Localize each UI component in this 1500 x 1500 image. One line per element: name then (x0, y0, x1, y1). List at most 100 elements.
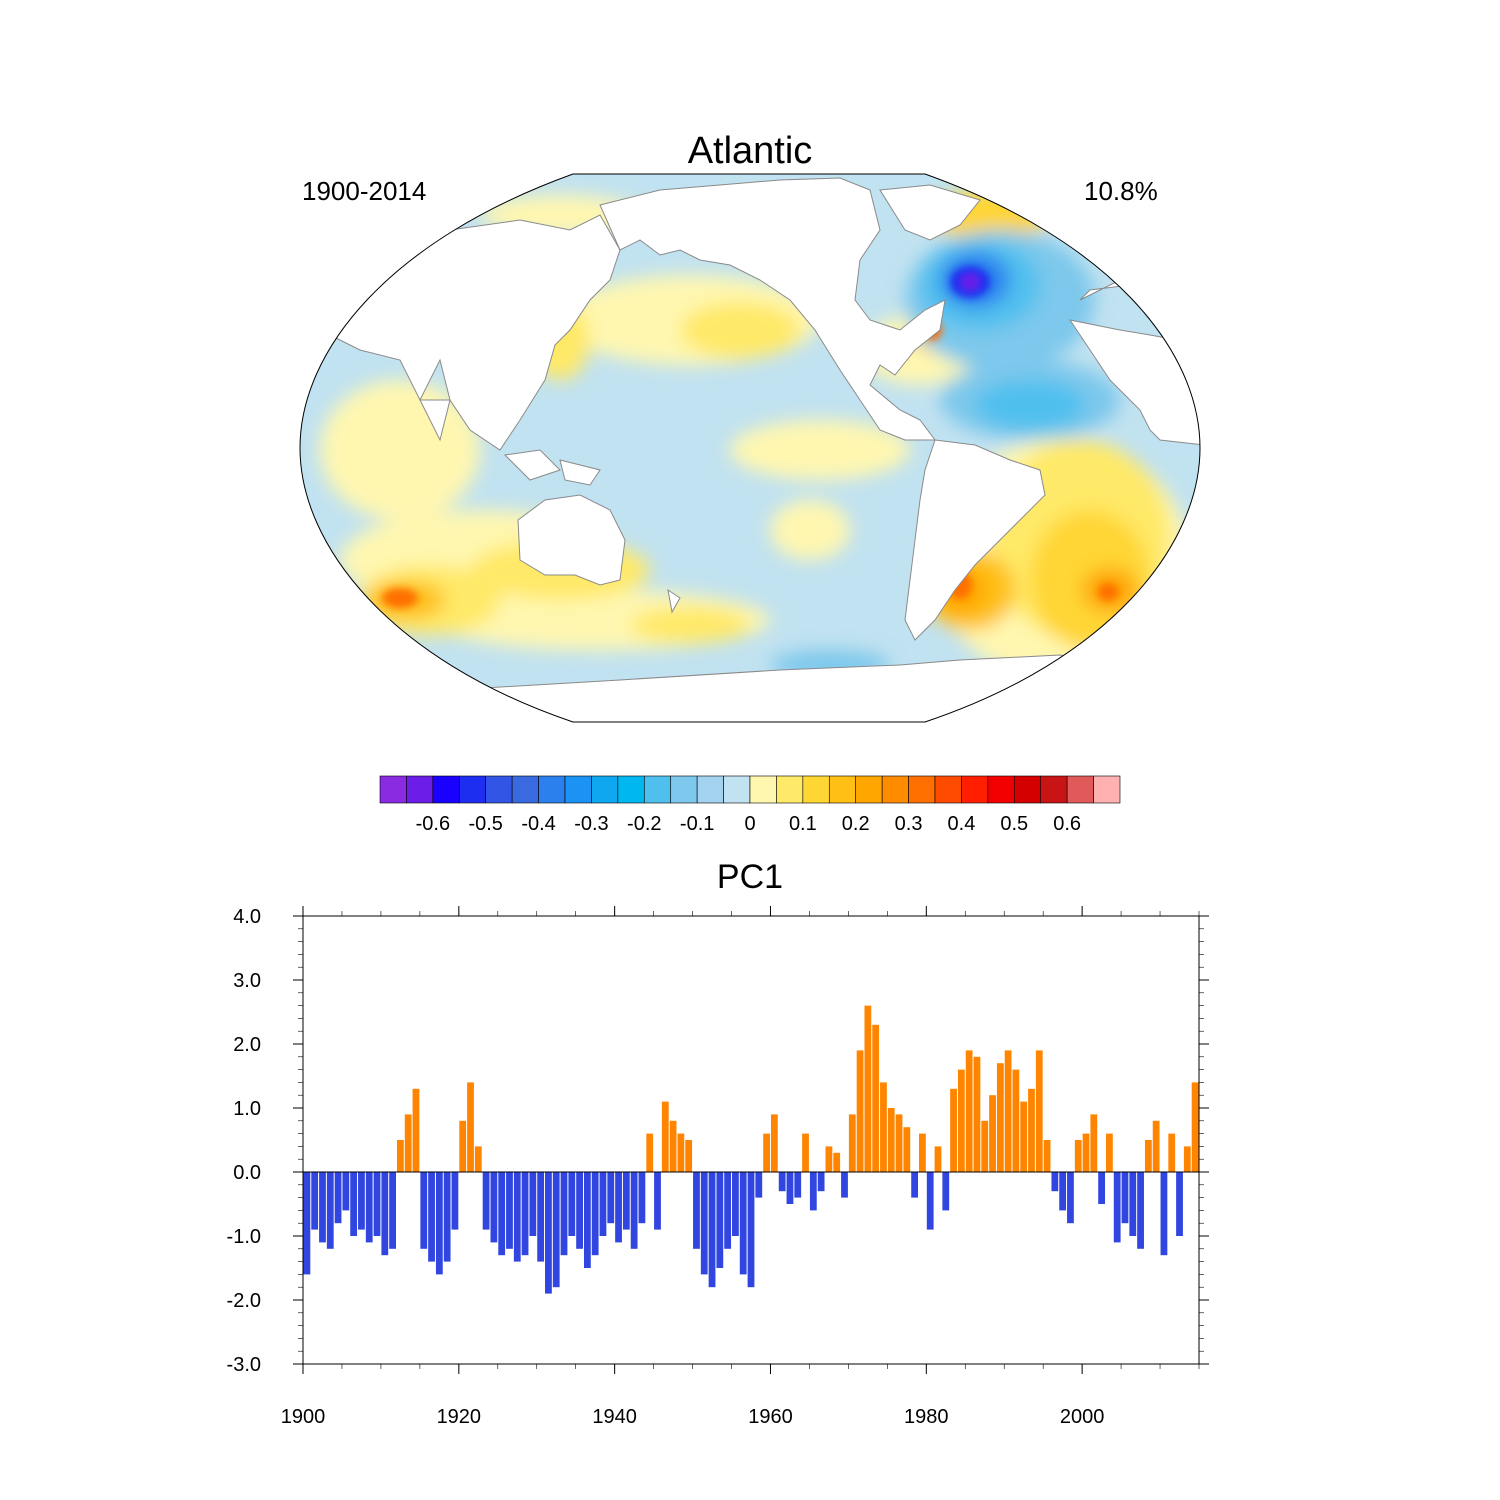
pc1-bar (919, 1133, 926, 1172)
pc1-bar (848, 1114, 856, 1172)
pc1-bar (778, 1172, 786, 1192)
pc1-bar (1183, 1146, 1191, 1172)
colorbar-box (432, 775, 460, 804)
pc1-bar (482, 1172, 490, 1230)
pc1-bar (1082, 1133, 1090, 1172)
pc1-bar (607, 1172, 615, 1224)
colorbar-box (1040, 775, 1068, 804)
pc1-bar (755, 1172, 763, 1198)
pc1-bar (724, 1172, 732, 1249)
colorbar-box (802, 775, 830, 804)
pc1-bar (911, 1172, 919, 1198)
pc1-bar (474, 1146, 482, 1172)
pc1-bar (989, 1095, 996, 1172)
period-label: 1900-2014 (302, 176, 427, 206)
pc1-bar (435, 1172, 443, 1275)
colorbar-box (1093, 775, 1121, 804)
pc1-bar (506, 1172, 513, 1249)
colorbar-box (696, 775, 724, 804)
colorbar-box (485, 775, 513, 804)
pc1-bar (747, 1172, 755, 1288)
pc1-bar (1035, 1050, 1043, 1172)
map-title: Atlantic (687, 130, 813, 172)
x-tick-label: 1960 (748, 1406, 793, 1428)
colorbar-box (934, 775, 962, 804)
pc1-bar (1106, 1133, 1113, 1172)
pc1-bar (825, 1146, 833, 1172)
pc1-bar (716, 1172, 724, 1268)
colorbar-box (881, 775, 909, 804)
colorbar-box (643, 775, 672, 804)
colorbar-box (591, 775, 619, 804)
pc1-bar (498, 1172, 506, 1256)
colorbar-label: -0.6 (416, 813, 450, 835)
pc1-bar (802, 1133, 809, 1172)
colorbar-label: -0.5 (468, 813, 502, 835)
pc1-bar (381, 1172, 389, 1256)
pc1-bar (739, 1172, 747, 1275)
pc1-bar (1012, 1069, 1020, 1172)
pc1-bar (576, 1172, 583, 1249)
pc1-bar (638, 1172, 646, 1224)
pc1-bar (1176, 1172, 1183, 1236)
pc1-bar (864, 1005, 872, 1172)
pc1-bar (763, 1133, 770, 1172)
pc1-bar (1168, 1133, 1176, 1172)
y-tick-label: 0.0 (233, 1162, 261, 1184)
pc1-bar (303, 1172, 311, 1275)
pc1-bar (583, 1172, 591, 1268)
pc1-bar (389, 1172, 396, 1249)
pc1-bar (521, 1172, 529, 1256)
y-tick-label: -3.0 (227, 1354, 261, 1376)
pc1-bar (615, 1172, 622, 1243)
colorbar-box (1013, 775, 1042, 804)
pc1-bar (545, 1172, 552, 1294)
pc1-bar (311, 1172, 319, 1230)
x-tick-label: 1900 (281, 1406, 326, 1428)
pc1-bar (1160, 1172, 1168, 1256)
colorbar-box (987, 775, 1015, 804)
world-map (299, 173, 1201, 723)
colorbar-box (828, 775, 857, 804)
bar-series (303, 1005, 1199, 1294)
y-axis: 4.0 3.0 2.0 1.0 0.0 -1.0 -2.0 -3.0 (227, 906, 1209, 1376)
pc1-bar (809, 1172, 817, 1211)
colorbar-label: -0.4 (521, 813, 555, 835)
pc1-bar (334, 1172, 342, 1224)
pc1-bar (677, 1133, 685, 1172)
pc1-bar (1004, 1050, 1012, 1172)
pc1-bar (654, 1172, 661, 1230)
pc1-bar (732, 1172, 739, 1236)
pc1-bar (1113, 1172, 1121, 1243)
pc1-bar (685, 1140, 693, 1172)
pc1-bar (451, 1172, 459, 1230)
pc1-bar (770, 1114, 778, 1172)
x-tick-label: 1920 (437, 1406, 482, 1428)
pc1-bar (1043, 1140, 1051, 1172)
pc1-bar (1098, 1172, 1106, 1204)
colorbar-box (776, 775, 804, 804)
colorbar-label: 0.5 (1000, 813, 1028, 835)
x-tick-label: 1980 (904, 1406, 949, 1428)
y-tick-label: 1.0 (233, 1098, 261, 1120)
pc1-bar (833, 1152, 841, 1172)
x-tick-label: 1940 (592, 1406, 637, 1428)
colorbar-box (538, 775, 566, 804)
colorbar-box (670, 775, 698, 804)
pc1-bar (1090, 1114, 1098, 1172)
y-tick-label: 2.0 (233, 1034, 261, 1056)
pc1-bar (560, 1172, 568, 1256)
pc1-bar (1074, 1140, 1082, 1172)
pc1-bar (622, 1172, 630, 1230)
pc1-bar (965, 1050, 973, 1172)
pc1-bar (856, 1050, 864, 1172)
pc1-bar (350, 1172, 358, 1236)
pc1-bar (490, 1172, 498, 1243)
pc1-bar (1191, 1082, 1199, 1172)
pc1-bar (817, 1172, 825, 1192)
colorbar-box (1066, 775, 1094, 804)
pc1-bar-chart: 4.0 3.0 2.0 1.0 0.0 -1.0 -2.0 -3.0 1900 1920 1940… (227, 906, 1209, 1428)
pc1-bar (365, 1172, 373, 1243)
pc1-bar (443, 1172, 451, 1262)
